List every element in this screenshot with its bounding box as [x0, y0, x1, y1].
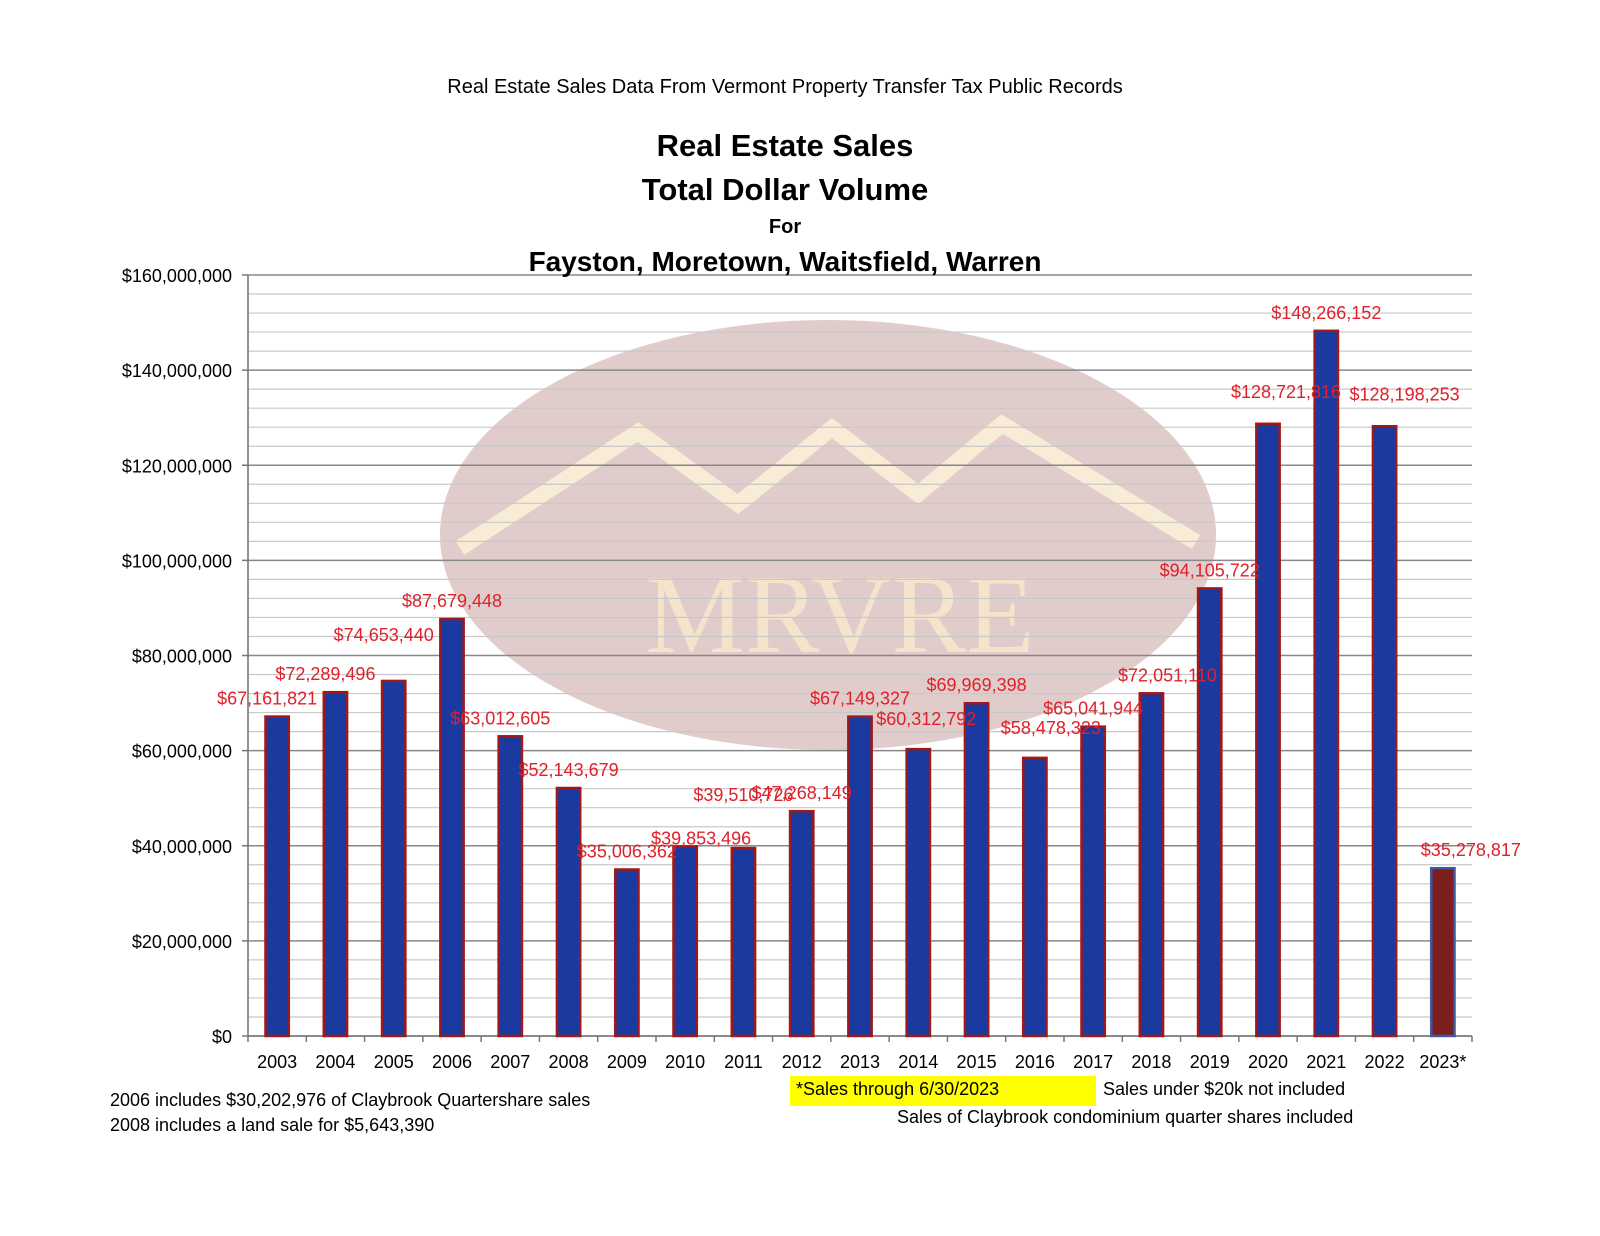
- chart-title-towns: Fayston, Moretown, Waitsfield, Warren: [528, 246, 1042, 277]
- data-label: $67,161,821: [217, 689, 317, 709]
- bar-2008: [555, 786, 582, 1038]
- data-label: $69,969,398: [927, 675, 1027, 695]
- y-tick-label: $0: [212, 1027, 232, 1047]
- data-label: $35,006,362: [577, 842, 677, 862]
- x-tick-label: 2017: [1073, 1052, 1113, 1072]
- footnote-small-sales: Sales under $20k not included: [1103, 1079, 1346, 1099]
- x-tick-label: 2021: [1306, 1052, 1346, 1072]
- bar-2013: [847, 715, 873, 1038]
- data-label: $128,198,253: [1350, 384, 1460, 404]
- x-tick-label: 2016: [1015, 1052, 1055, 1072]
- bar-2018: [1138, 692, 1165, 1038]
- bar-2009: [613, 868, 640, 1038]
- x-tick-label: 2023*: [1419, 1052, 1466, 1072]
- y-tick-label: $160,000,000: [122, 266, 232, 286]
- y-tick-label: $20,000,000: [132, 932, 232, 952]
- x-tick-label: 2019: [1190, 1052, 1230, 1072]
- data-label: $60,312,792: [876, 709, 976, 729]
- chart-title-line-3: For: [768, 216, 802, 238]
- bar-2022: [1371, 425, 1398, 1038]
- data-label: $72,289,496: [275, 664, 375, 684]
- x-tick-label: 2012: [782, 1052, 822, 1072]
- data-label: $72,051,110: [1118, 665, 1217, 685]
- bar-2016: [1021, 756, 1048, 1038]
- bar-2003: [264, 715, 291, 1038]
- data-label: $35,278,817: [1421, 840, 1521, 860]
- footnote-claybrook: Sales of Claybrook condominium quarter s…: [897, 1107, 1354, 1127]
- x-tick-label: 2011: [724, 1052, 763, 1072]
- x-tick-label: 2015: [957, 1052, 997, 1072]
- x-tick-label: 2020: [1248, 1052, 1288, 1072]
- y-tick-label: $100,000,000: [122, 551, 232, 571]
- bar-2014: [905, 747, 932, 1038]
- mrvre-watermark-logo: MRVRE: [440, 320, 1216, 750]
- bar-2007: [497, 735, 524, 1038]
- chart-title-line-2: Total Dollar Volume: [641, 172, 929, 207]
- y-tick-label: $60,000,000: [132, 742, 232, 762]
- bar-2019: [1196, 587, 1223, 1038]
- x-tick-label: 2004: [315, 1052, 355, 1072]
- y-tick-label: $140,000,000: [122, 361, 232, 381]
- bar-2012: [788, 809, 815, 1038]
- data-label: $52,143,679: [519, 760, 619, 780]
- data-label: $47,268,149: [752, 783, 852, 803]
- bar-2006: [439, 617, 465, 1038]
- partial-year-note: *Sales through 6/30/2023: [796, 1079, 1000, 1099]
- x-tick-label: 2007: [490, 1052, 530, 1072]
- data-label: $63,012,605: [450, 708, 550, 728]
- x-tick-label: 2006: [432, 1052, 472, 1072]
- x-tick-label: 2022: [1365, 1052, 1405, 1072]
- data-label: $87,679,448: [402, 591, 502, 611]
- bar-2011: [730, 846, 757, 1038]
- data-label: $128,721,816: [1231, 382, 1341, 402]
- bar-2021: [1313, 329, 1340, 1038]
- y-tick-label: $40,000,000: [132, 837, 232, 857]
- source-line: Real Estate Sales Data From Vermont Prop…: [447, 76, 1123, 98]
- bar-2023: [1429, 866, 1456, 1038]
- data-labels: $67,161,821 $72,289,496 $74,653,440 $87,679…: [217, 303, 1521, 862]
- footnote-2006: 2006 includes $30,202,976 of Claybrook Q…: [110, 1090, 591, 1110]
- bar-2020: [1255, 422, 1281, 1038]
- y-tick-label: $80,000,000: [132, 647, 232, 667]
- bar-2017: [1080, 725, 1107, 1038]
- bar-2004: [322, 690, 349, 1038]
- data-label: $74,653,440: [334, 625, 434, 645]
- x-tick-label: 2009: [607, 1052, 647, 1072]
- x-tick-label: 2010: [665, 1052, 705, 1072]
- x-tick-label: 2008: [549, 1052, 589, 1072]
- y-tick-label: $120,000,000: [122, 456, 232, 476]
- x-tick-label: 2013: [840, 1052, 880, 1072]
- x-tick-label: 2005: [374, 1052, 414, 1072]
- data-label: $65,041,944: [1043, 699, 1143, 719]
- x-tick-label: 2003: [257, 1052, 297, 1072]
- chart-title-line-1: Real Estate Sales: [656, 128, 914, 163]
- data-label: $67,149,327: [810, 689, 910, 709]
- data-label: $39,853,496: [651, 828, 751, 848]
- bars: [264, 329, 1456, 1038]
- x-tick-label: 2014: [898, 1052, 938, 1072]
- data-label: $94,105,722: [1160, 560, 1260, 580]
- x-tick-label: 2018: [1131, 1052, 1171, 1072]
- bar-2010: [672, 845, 699, 1038]
- data-label: $148,266,152: [1271, 303, 1381, 323]
- data-label: $58,478,323: [1001, 718, 1101, 738]
- bar-2005: [380, 679, 407, 1038]
- partial-year-note-highlight: *Sales through 6/30/2023: [790, 1076, 1096, 1106]
- bar-2015: [963, 701, 990, 1038]
- watermark-text: MRVRE: [645, 553, 1034, 677]
- footnote-2008: 2008 includes a land sale for $5,643,390: [110, 1115, 435, 1135]
- data-label: $39,510,726: [693, 785, 793, 805]
